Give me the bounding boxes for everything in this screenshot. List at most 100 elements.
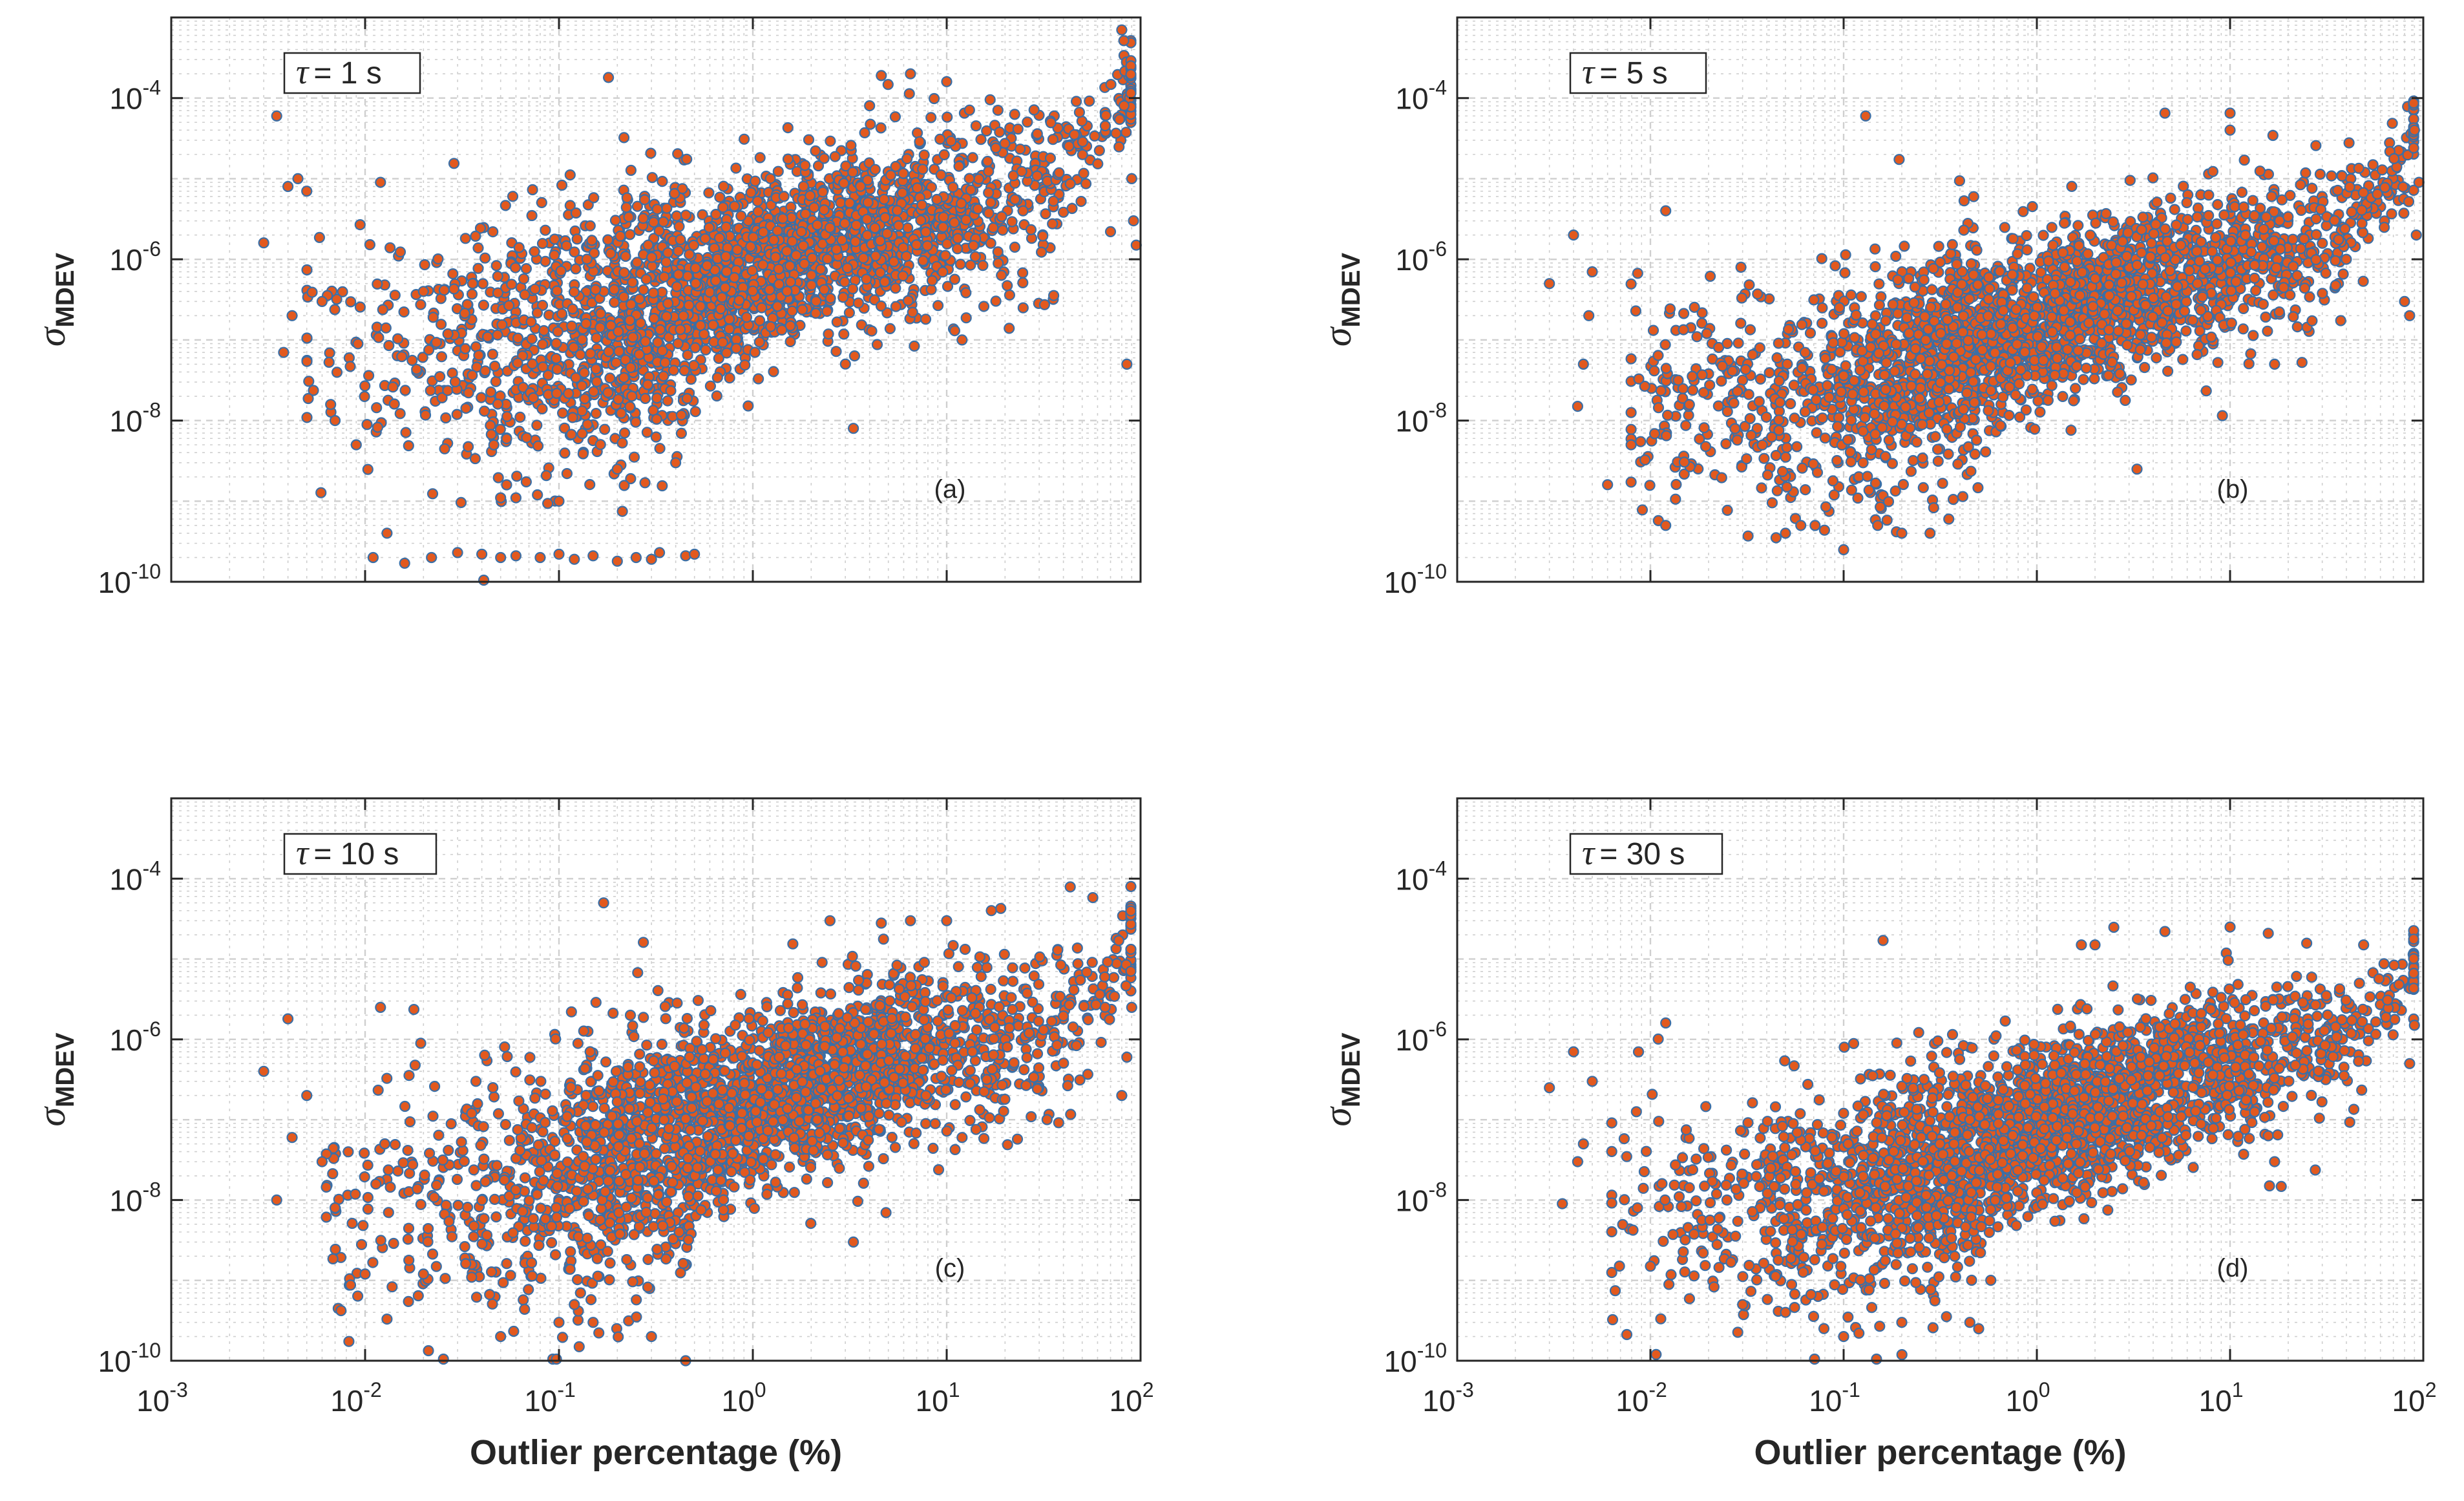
scatter-point [781,285,793,297]
scatter-point [440,412,452,424]
scatter-point [756,302,768,314]
scatter-point [679,365,690,377]
scatter-point [753,315,766,326]
scatter-point [520,263,532,275]
scatter-point [701,260,713,271]
scatter-point [1073,107,1086,118]
scatter-point [645,147,657,159]
scatter-point [996,270,1007,281]
scatter-point [662,395,673,407]
scatter-point [618,372,630,383]
scatter-point [2182,213,2193,226]
scatter-point [1972,482,1984,494]
scatter-point [2178,180,2189,192]
scatter-point [680,550,691,562]
scatter-point [1009,109,1020,120]
scatter-point [587,386,600,398]
scatter-point [472,262,484,274]
scatter-point [271,110,282,122]
scatter-point [467,369,478,381]
scatter-point [492,472,504,484]
scatter-point [2021,229,2032,242]
scatter-point [2238,154,2250,166]
scatter-point [657,216,669,228]
scatter-point [394,408,406,420]
scatter-point [588,192,600,204]
scatter-point [1696,369,1708,381]
scatter-point [909,340,920,352]
scatter-point [301,412,313,423]
scatter-point [984,94,996,105]
scatter-point [1740,363,1751,376]
scatter-point [1092,158,1104,169]
scatter-point [949,273,961,285]
scatter-point [806,279,817,291]
scatter-point [990,295,1002,307]
scatter-point [866,325,878,337]
scatter-point [430,337,442,348]
scatter-point [892,220,905,231]
scatter-point [970,120,982,132]
scatter-point [389,290,401,301]
scatter-point [2057,390,2069,403]
scatter-point [510,492,522,504]
scatter-point [975,134,987,145]
scatter-point [835,197,847,209]
scatter-point [425,385,436,396]
scatter-point [2200,385,2212,397]
scatter-point [1047,218,1058,229]
scatter-point [466,288,478,300]
scatter-point [1781,442,1793,453]
scatter-point [527,184,538,196]
scatter-point [2335,315,2346,326]
scatter-point [812,219,823,231]
scatter-point [618,427,631,439]
scatter-point [824,222,836,233]
scatter-point [501,410,513,422]
scatter-point [642,379,654,390]
scatter-point [1028,104,1040,116]
scatter-point [2330,255,2341,266]
scatter-point [657,176,668,187]
scatter-point [496,319,508,330]
scatter-point [2254,165,2266,177]
scatter-point [843,307,856,319]
scatter-point [396,351,408,363]
scatter-point [518,273,530,284]
scatter-point [1116,24,1128,36]
scatter-point [2212,198,2224,211]
scatter-point [377,304,388,315]
scatter-point [621,192,633,204]
scatter-point [501,479,512,491]
scatter-point [628,451,640,463]
scatter-point [2330,279,2341,291]
scatter-point [616,437,628,449]
scatter-point [784,276,797,288]
scatter-point [2230,276,2242,288]
scatter-point [812,160,825,172]
scatter-point [381,527,393,539]
scatter-point [449,376,461,388]
scatter-point [683,299,695,311]
scatter-point [954,259,966,270]
scatter-point [521,432,532,443]
grid [1457,17,2423,582]
scatter-point [983,208,995,219]
scatter-point [829,151,841,162]
scatter-point [399,557,410,569]
scatter-point [721,221,732,233]
scatter-point [506,279,518,290]
scatter-point [577,448,589,460]
scatter-point [768,234,780,246]
scatter-point [810,145,821,157]
scatter-point [1625,476,1637,488]
scatter-point [941,76,953,87]
scatter-point [442,328,454,340]
scatter-point [2027,201,2038,213]
scatter-point [2065,424,2077,436]
scatter-point [847,283,859,295]
scatter-point [536,238,549,250]
scatter-point [1004,323,1015,334]
scatter-point [479,252,491,264]
scatter-point [394,246,406,258]
